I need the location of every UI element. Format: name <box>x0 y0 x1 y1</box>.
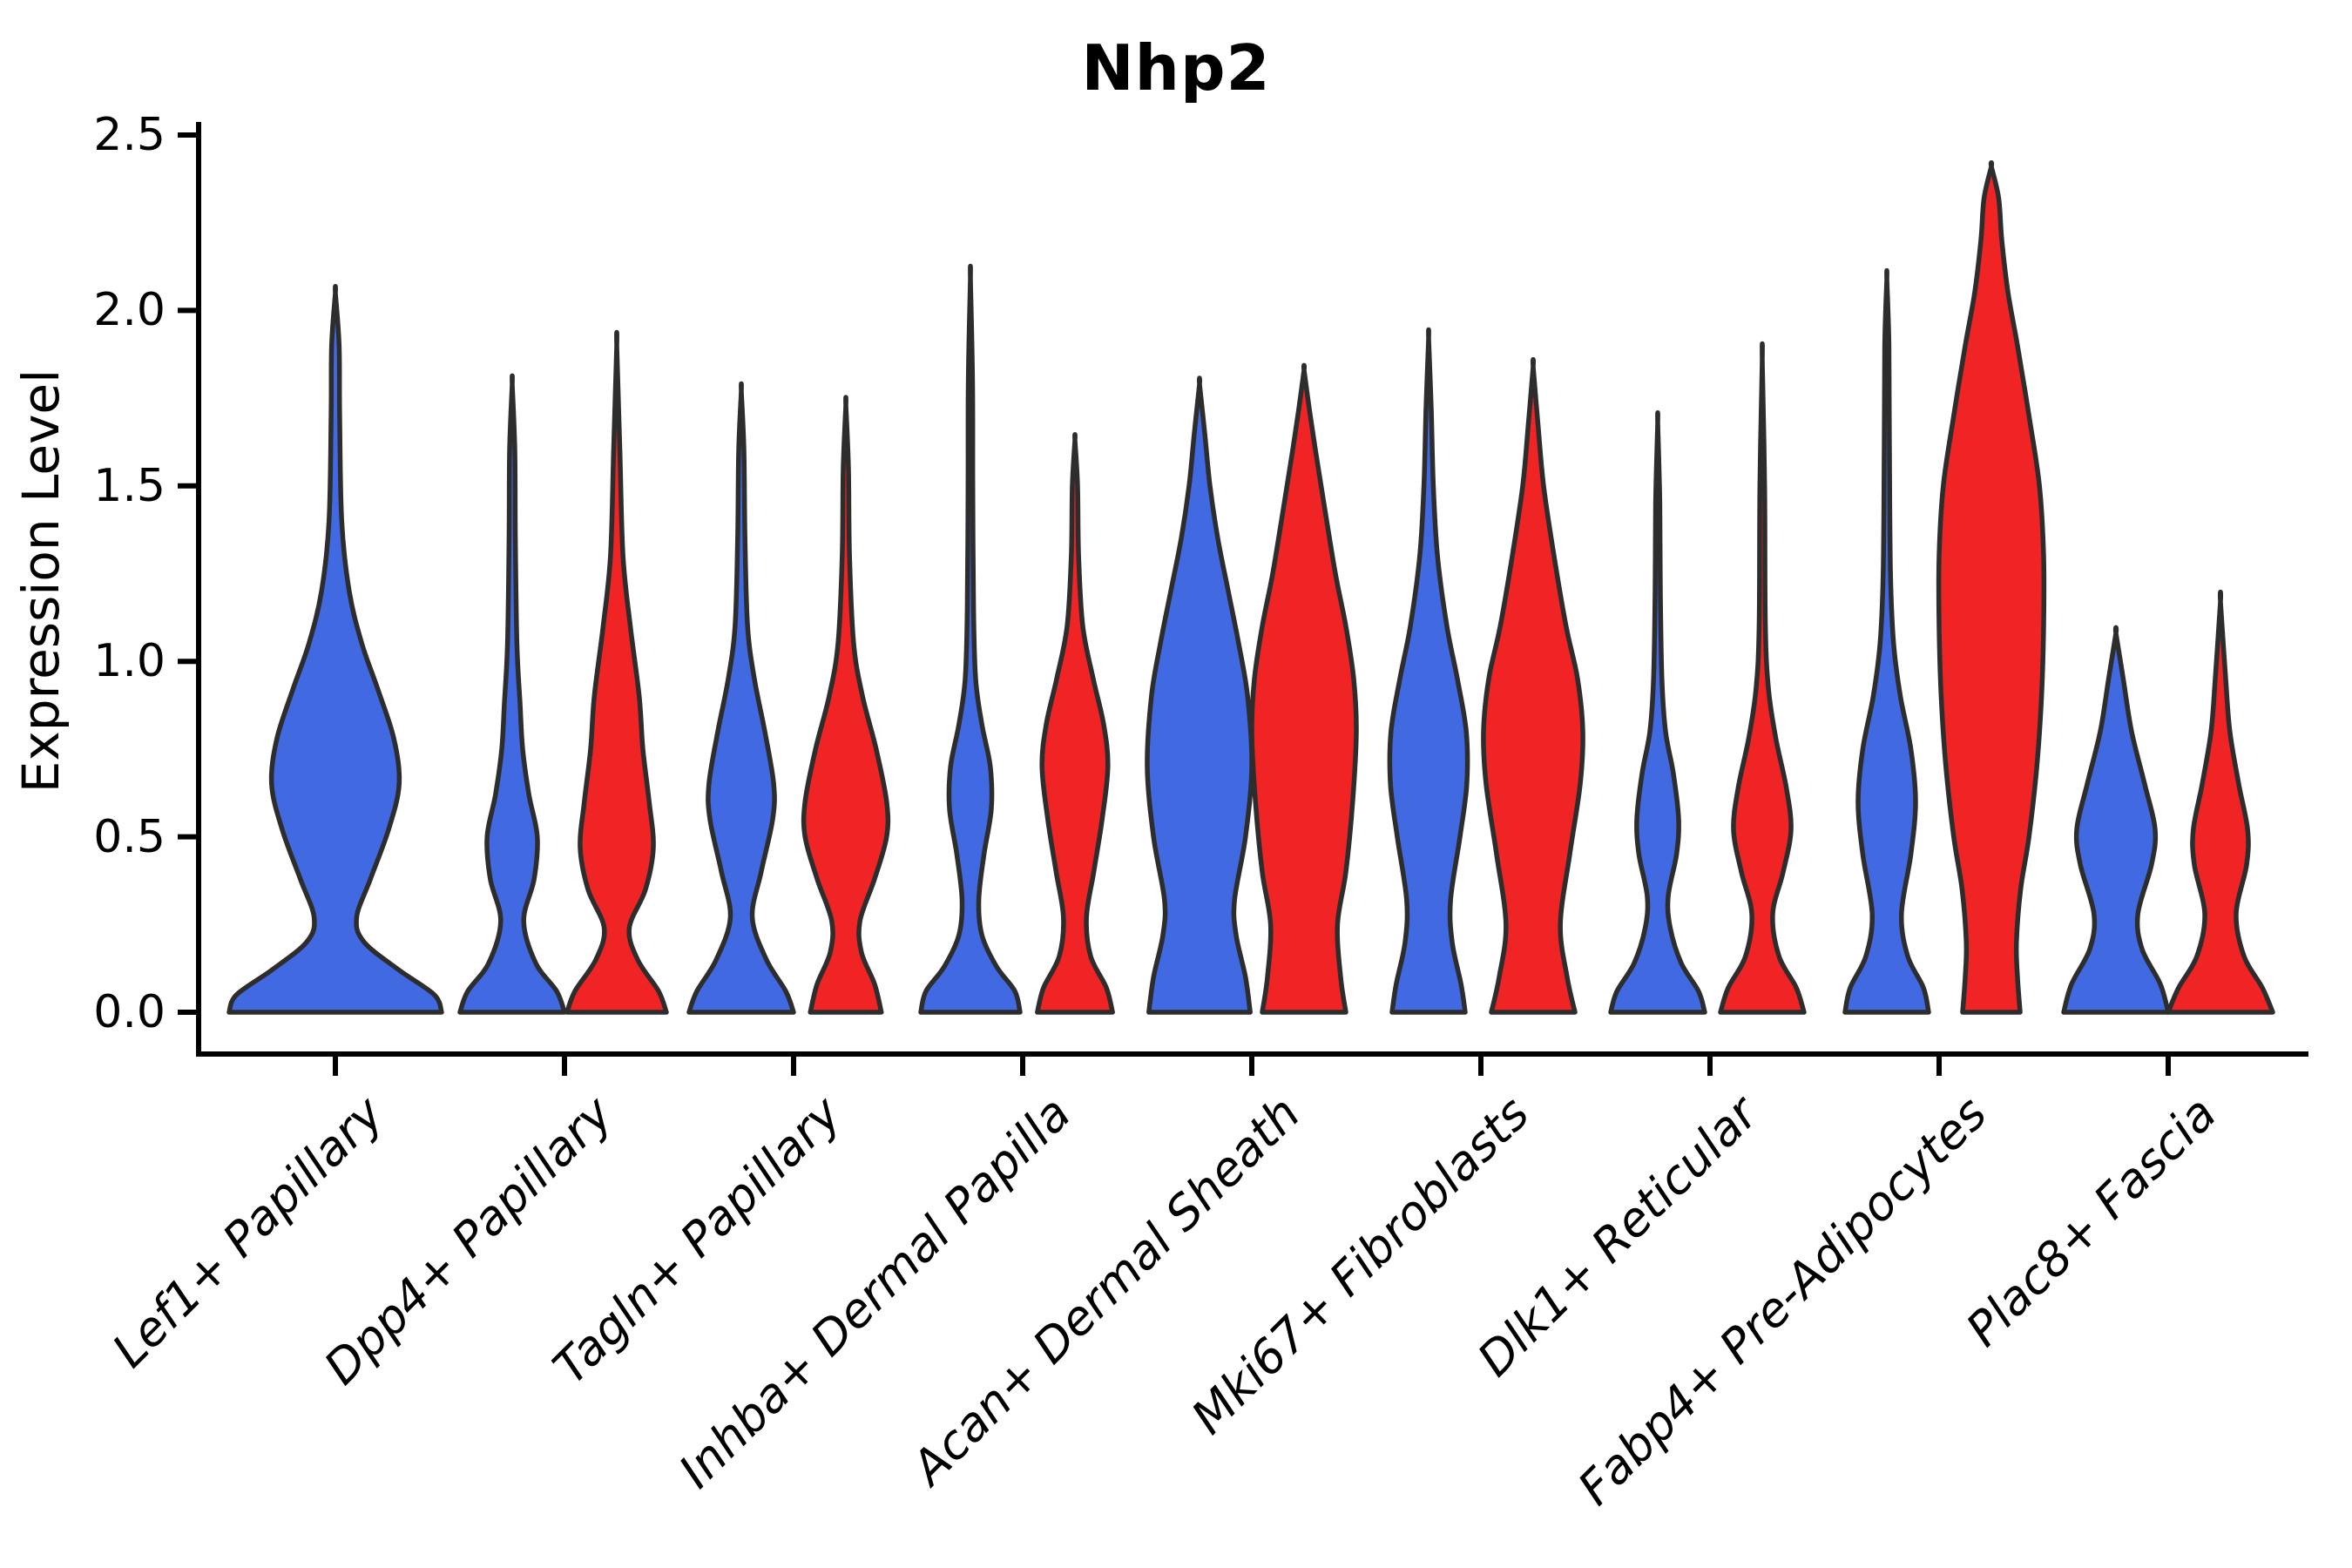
y-tick-label-1.0: 1.0 <box>93 635 166 688</box>
y-tick-label-0.5: 0.5 <box>93 810 166 863</box>
axes-layer <box>178 122 2308 1076</box>
violin-dpp4-papillary-blue <box>457 373 567 1015</box>
violin-dlk1-reticular-red <box>1718 341 1807 1015</box>
y-tick-label-2.0: 2.0 <box>93 284 166 337</box>
violin-inhba-dermal-papilla-red <box>1035 432 1115 1015</box>
violin-dpp4-papillary-red <box>564 329 669 1015</box>
y-tick-label-0.0: 0.0 <box>93 986 166 1038</box>
violin-plac8-fascia-red <box>2166 589 2275 1015</box>
y-tick-label-1.5: 1.5 <box>93 459 166 512</box>
y-axis-title: Expression Level <box>11 368 71 794</box>
violin-mki67-fibroblasts-red <box>1481 357 1585 1015</box>
violin-tagln-papillary-blue <box>686 381 796 1015</box>
violin-inhba-dermal-papilla-blue <box>918 263 1023 1015</box>
violin-lef1-papillary-blue <box>226 283 444 1015</box>
violin-dlk1-reticular-blue <box>1608 410 1707 1015</box>
violin-fabp4-pre-adipocytes-red <box>1936 159 2047 1015</box>
violins-layer <box>226 159 2275 1015</box>
violin-tagln-papillary-red <box>801 395 891 1015</box>
violin-acan-dermal-sheath-red <box>1249 362 1359 1015</box>
violin-fabp4-pre-adipocytes-blue <box>1842 267 1931 1015</box>
y-tick-label-2.5: 2.5 <box>93 109 166 161</box>
violin-mki67-fibroblasts-blue <box>1387 327 1470 1015</box>
violin-plac8-fascia-blue <box>2061 625 2171 1015</box>
plot-title: Nhp2 <box>1081 31 1271 105</box>
violin-acan-dermal-sheath-blue <box>1145 375 1254 1015</box>
